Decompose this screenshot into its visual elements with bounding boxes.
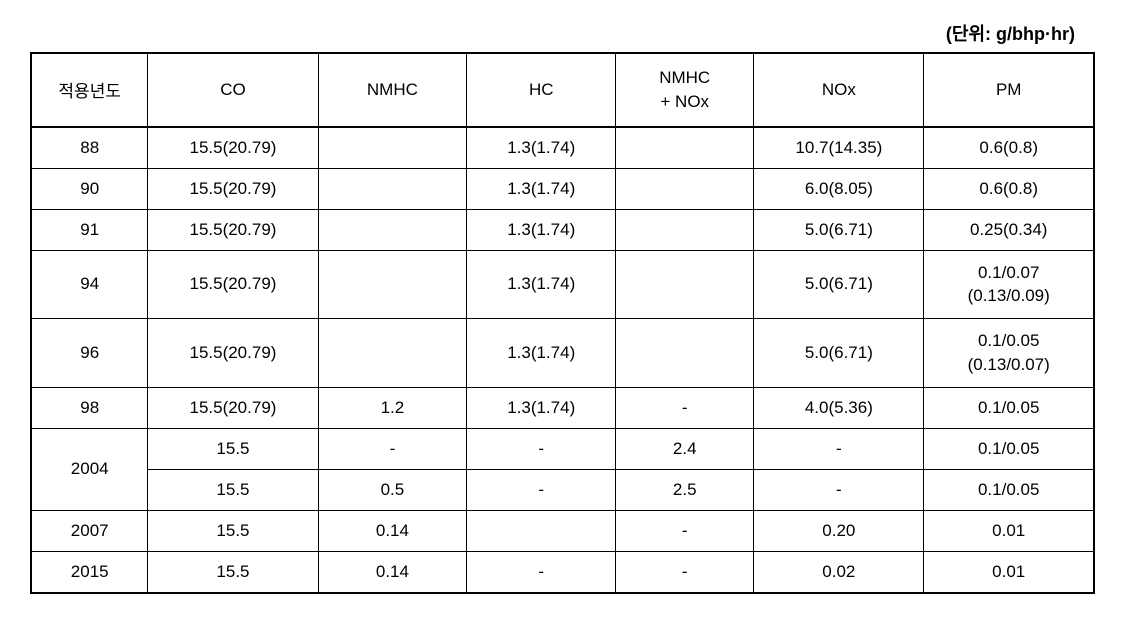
cell-nmhcnox: - (616, 551, 754, 593)
table-body: 8815.5(20.79)1.3(1.74)10.7(14.35)0.6(0.8… (31, 127, 1094, 593)
table-row: 8815.5(20.79) 1.3(1.74) 10.7(14.35)0.6(0.8… (31, 127, 1094, 169)
cell-co: 15.5 (148, 428, 318, 469)
table-row: 15.50.5-2.5-0.1/0.05 (31, 469, 1094, 510)
cell-pm: 0.6(0.8) (924, 168, 1094, 209)
cell-hc: 1.3(1.74) (467, 387, 616, 428)
cell-pm: 0.01 (924, 551, 1094, 593)
cell-nmhcnox (616, 209, 754, 250)
table-row: 200715.50.14 -0.200.01 (31, 510, 1094, 551)
cell-co: 15.5(20.79) (148, 209, 318, 250)
cell-nox: 6.0(8.05) (754, 168, 924, 209)
cell-nmhcnox (616, 127, 754, 169)
cell-nmhcnox (616, 250, 754, 319)
cell-nox: 0.02 (754, 551, 924, 593)
cell-hc: - (467, 469, 616, 510)
cell-nmhc: 0.5 (318, 469, 467, 510)
cell-nmhcnox: 2.5 (616, 469, 754, 510)
cell-year: 2004 (31, 428, 148, 510)
col-header-co: CO (148, 53, 318, 127)
cell-nmhcnox (616, 319, 754, 388)
cell-year: 88 (31, 127, 148, 169)
cell-pm: 0.01 (924, 510, 1094, 551)
cell-nox: 5.0(6.71) (754, 250, 924, 319)
cell-year: 90 (31, 168, 148, 209)
cell-pm: 0.6(0.8) (924, 127, 1094, 169)
cell-co: 15.5(20.79) (148, 250, 318, 319)
cell-year: 94 (31, 250, 148, 319)
col-header-hc: HC (467, 53, 616, 127)
cell-hc: 1.3(1.74) (467, 127, 616, 169)
cell-nox: 4.0(5.36) (754, 387, 924, 428)
cell-year: 2015 (31, 551, 148, 593)
table-row: 9015.5(20.79) 1.3(1.74) 6.0(8.05)0.6(0.8) (31, 168, 1094, 209)
cell-nmhcnox: - (616, 387, 754, 428)
cell-nmhc: 1.2 (318, 387, 467, 428)
cell-pm: 0.1/0.05(0.13/0.07) (924, 319, 1094, 388)
unit-label: (단위: g/bhp·hr) (30, 20, 1095, 46)
table-row: 9815.5(20.79)1.21.3(1.74)-4.0(5.36)0.1/0… (31, 387, 1094, 428)
table-row: 9615.5(20.79) 1.3(1.74) 5.0(6.71)0.1/0.05(… (31, 319, 1094, 388)
cell-nmhcnox: - (616, 510, 754, 551)
cell-nox: - (754, 469, 924, 510)
cell-nox: 0.20 (754, 510, 924, 551)
cell-hc: - (467, 428, 616, 469)
col-header-pm: PM (924, 53, 1094, 127)
cell-year: 96 (31, 319, 148, 388)
cell-hc: 1.3(1.74) (467, 319, 616, 388)
cell-hc: 1.3(1.74) (467, 209, 616, 250)
col-header-nmhcnox: NMHC+ NOx (616, 53, 754, 127)
cell-nmhc (318, 209, 467, 250)
cell-pm: 0.25(0.34) (924, 209, 1094, 250)
cell-nmhc (318, 319, 467, 388)
col-header-nmhc: NMHC (318, 53, 467, 127)
cell-hc: - (467, 551, 616, 593)
cell-co: 15.5(20.79) (148, 168, 318, 209)
cell-nmhc (318, 250, 467, 319)
table-row: 9115.5(20.79) 1.3(1.74) 5.0(6.71)0.25(0.34… (31, 209, 1094, 250)
table-header: 적용년도 CO NMHC HC NMHC+ NOx NOx PM (31, 53, 1094, 127)
cell-nmhcnox: 2.4 (616, 428, 754, 469)
cell-nox: 5.0(6.71) (754, 319, 924, 388)
cell-nox: 10.7(14.35) (754, 127, 924, 169)
cell-co: 15.5(20.79) (148, 387, 318, 428)
col-header-year: 적용년도 (31, 53, 148, 127)
cell-co: 15.5(20.79) (148, 127, 318, 169)
cell-year: 98 (31, 387, 148, 428)
table-row: 201515.50.14--0.020.01 (31, 551, 1094, 593)
table-row: 200415.5--2.4-0.1/0.05 (31, 428, 1094, 469)
cell-year: 2007 (31, 510, 148, 551)
cell-nmhc (318, 168, 467, 209)
cell-co: 15.5 (148, 469, 318, 510)
cell-year: 91 (31, 209, 148, 250)
cell-nmhc (318, 127, 467, 169)
cell-pm: 0.1/0.05 (924, 428, 1094, 469)
col-header-nox: NOx (754, 53, 924, 127)
cell-hc (467, 510, 616, 551)
cell-nmhc: 0.14 (318, 551, 467, 593)
cell-nox: 5.0(6.71) (754, 209, 924, 250)
cell-co: 15.5(20.79) (148, 319, 318, 388)
table-row: 9415.5(20.79) 1.3(1.74) 5.0(6.71)0.1/0.07(… (31, 250, 1094, 319)
emissions-table: 적용년도 CO NMHC HC NMHC+ NOx NOx PM 8815.5(… (30, 52, 1095, 594)
cell-co: 15.5 (148, 551, 318, 593)
cell-nmhcnox (616, 168, 754, 209)
cell-hc: 1.3(1.74) (467, 250, 616, 319)
cell-nmhc: 0.14 (318, 510, 467, 551)
cell-nmhc: - (318, 428, 467, 469)
cell-nox: - (754, 428, 924, 469)
cell-pm: 0.1/0.05 (924, 469, 1094, 510)
cell-pm: 0.1/0.05 (924, 387, 1094, 428)
cell-co: 15.5 (148, 510, 318, 551)
cell-pm: 0.1/0.07(0.13/0.09) (924, 250, 1094, 319)
cell-hc: 1.3(1.74) (467, 168, 616, 209)
